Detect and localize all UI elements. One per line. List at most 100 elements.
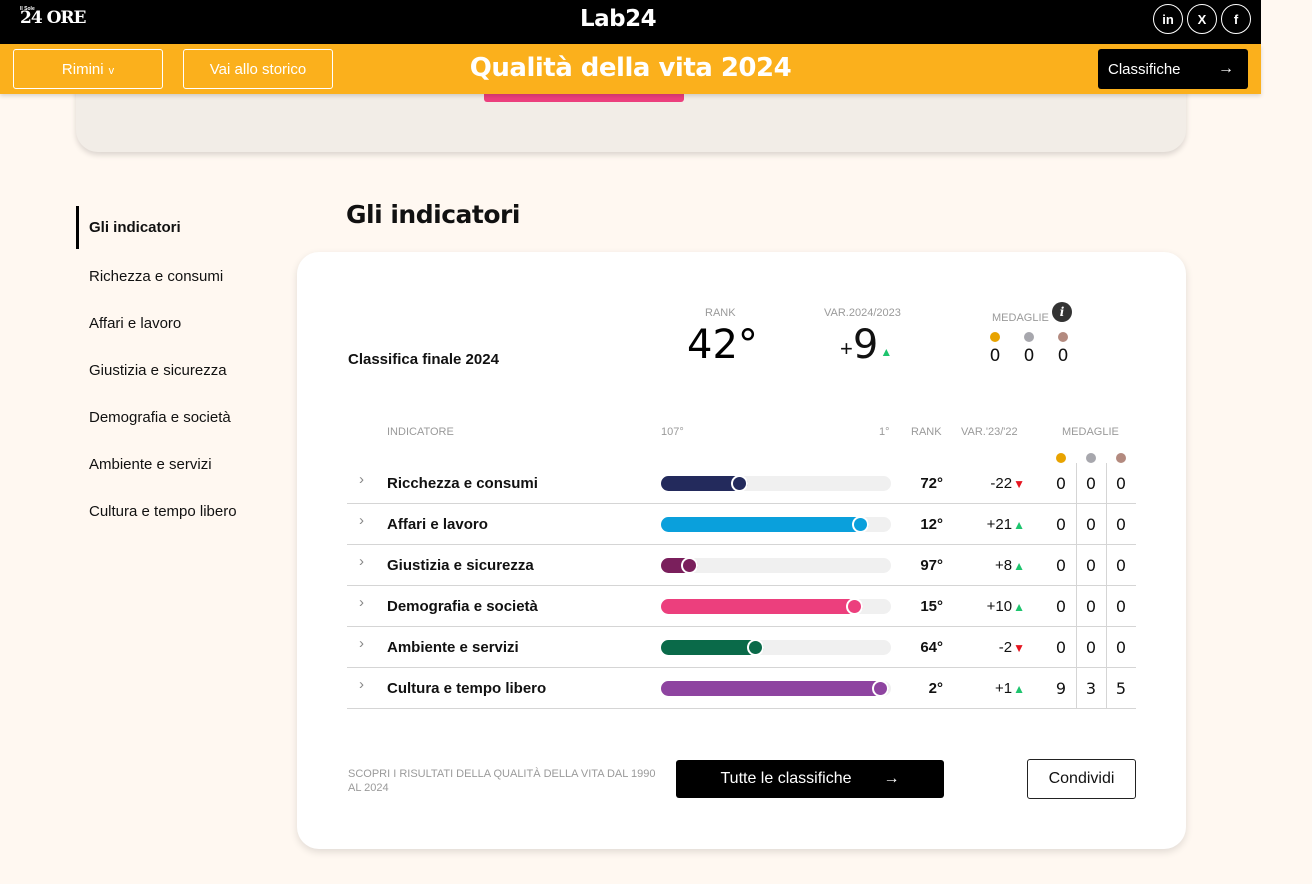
rank-bar xyxy=(661,598,891,615)
bronze-medal-icon xyxy=(1058,332,1068,342)
sidebar-item[interactable]: Demografia e società xyxy=(89,409,231,426)
var-caption: VAR.2024/2023 xyxy=(824,307,901,319)
rankings-button[interactable]: Classifiche → xyxy=(1098,49,1248,89)
chevron-right-icon[interactable]: › xyxy=(359,676,364,693)
rank-bar-knob xyxy=(871,680,889,697)
gold-medal-count: 0 xyxy=(1055,474,1067,493)
column-divider xyxy=(1076,586,1077,627)
sidebar-item[interactable]: Gli indicatori xyxy=(76,206,296,249)
rank-bar-knob xyxy=(851,516,869,533)
lab24-logo[interactable]: Lab24 xyxy=(580,6,657,32)
facebook-icon[interactable]: f xyxy=(1221,4,1251,34)
chevron-right-icon[interactable]: › xyxy=(359,512,364,529)
logo-small-text: Il Sole xyxy=(20,6,35,12)
indicator-variation-value: +21 xyxy=(986,516,1013,533)
chevron-right-icon[interactable]: › xyxy=(359,471,364,488)
section-title: Gli indicatori xyxy=(346,200,520,229)
indicator-variation-value: +8 xyxy=(995,557,1013,574)
scale-left-label: 107° xyxy=(661,426,684,438)
silver-medal-count: 0 xyxy=(1085,474,1097,493)
col-indicator: INDICATORE xyxy=(387,426,454,438)
bronze-medal-count: 0 xyxy=(1115,597,1127,616)
final-ranking-label: Classifica finale 2024 xyxy=(348,351,499,368)
indicator-rank: 97° xyxy=(920,557,943,574)
all-rankings-button-label: Tutte le classifiche xyxy=(720,770,852,787)
rank-bar xyxy=(661,557,891,574)
rank-bar-fill xyxy=(661,517,869,532)
table-row[interactable]: › Giustizia e sicurezza 97° +8▲ 0 0 0 xyxy=(347,545,1136,586)
rank-bar-knob xyxy=(681,557,699,574)
chevron-down-icon: v xyxy=(108,64,115,77)
column-divider xyxy=(1076,504,1077,545)
chevron-right-icon[interactable]: › xyxy=(359,635,364,652)
column-divider xyxy=(1106,627,1107,668)
gold-medal-count: 0 xyxy=(1055,638,1067,657)
province-select[interactable]: Rimini v xyxy=(13,49,163,89)
rank-bar-knob xyxy=(747,639,765,656)
col-rank: RANK xyxy=(911,426,942,438)
indicator-variation-value: +10 xyxy=(986,598,1013,615)
indicator-variation: +21▲ xyxy=(957,516,1025,533)
silver-medal-count: 0 xyxy=(1023,346,1035,366)
sidebar-item[interactable]: Richezza e consumi xyxy=(89,268,224,285)
indicator-variation: +1▲ xyxy=(957,680,1025,697)
indicator-variation: -2▼ xyxy=(957,639,1025,656)
indicator-rank: 72° xyxy=(920,475,943,492)
share-button[interactable]: Condividi xyxy=(1027,759,1136,799)
column-divider xyxy=(1076,668,1077,709)
silver-medal-icon xyxy=(1024,332,1034,342)
info-icon[interactable]: i xyxy=(1052,302,1072,322)
indicator-name: Affari e lavoro xyxy=(387,516,488,533)
table-row[interactable]: › Ricchezza e consumi 72° -22▼ 0 0 0 xyxy=(347,463,1136,504)
gold-medal-count: 0 xyxy=(1055,556,1067,575)
gold-medal-count: 0 xyxy=(989,346,1001,366)
indicator-rank: 15° xyxy=(920,598,943,615)
silver-medal-count: 3 xyxy=(1085,679,1097,698)
table-row[interactable]: › Affari e lavoro 12° +21▲ 0 0 0 xyxy=(347,504,1136,545)
scale-right-label: 1° xyxy=(879,426,890,438)
all-rankings-button[interactable]: Tutte le classifiche → xyxy=(676,760,944,798)
indicator-rank: 64° xyxy=(920,639,943,656)
x-icon[interactable]: X xyxy=(1187,4,1217,34)
arrow-right-icon: → xyxy=(883,770,900,787)
indicator-name: Ambiente e servizi xyxy=(387,639,519,656)
indicator-name: Giustizia e sicurezza xyxy=(387,557,534,574)
column-divider xyxy=(1106,668,1107,709)
gold-medal-icon xyxy=(1056,453,1066,463)
sticky-nav-bar: Rimini v Vai allo storico Qualità della … xyxy=(0,44,1261,94)
sidebar-item[interactable]: Cultura e tempo libero xyxy=(89,503,237,520)
chevron-right-icon[interactable]: › xyxy=(359,553,364,570)
col-medals: MEDAGLIE xyxy=(1062,426,1119,438)
logo-main-text: 24 ORE xyxy=(20,8,86,28)
table-row[interactable]: › Cultura e tempo libero 2° +1▲ 9 3 5 xyxy=(347,668,1136,709)
bronze-medal-count: 0 xyxy=(1057,346,1069,366)
chevron-right-icon[interactable]: › xyxy=(359,594,364,611)
indicator-variation: +8▲ xyxy=(957,557,1025,574)
indicator-variation: +10▲ xyxy=(957,598,1025,615)
linkedin-icon[interactable]: in xyxy=(1153,4,1183,34)
indicator-table: › Ricchezza e consumi 72° -22▼ 0 0 0 › Affari e … xyxy=(347,463,1136,709)
history-button[interactable]: Vai allo storico xyxy=(183,49,333,89)
table-row[interactable]: › Ambiente e servizi 64° -2▼ 0 0 0 xyxy=(347,627,1136,668)
pink-button-edge[interactable] xyxy=(484,94,684,102)
bronze-medal-icon xyxy=(1116,453,1126,463)
sole24ore-logo[interactable]: Il Sole 24 ORE xyxy=(20,6,86,28)
sidebar-item[interactable]: Ambiente e servizi xyxy=(89,456,212,473)
sidebar-item[interactable]: Affari e lavoro xyxy=(89,315,182,332)
indicator-name: Ricchezza e consumi xyxy=(387,475,538,492)
column-divider xyxy=(1076,545,1077,586)
column-divider xyxy=(1106,504,1107,545)
column-divider xyxy=(1076,627,1077,668)
rank-bar-knob xyxy=(845,598,863,615)
rank-bar xyxy=(661,680,891,697)
page-title: Qualità della vita 2024 xyxy=(469,53,792,83)
history-note: SCOPRI I RISULTATI DELLA QUALITÀ DELLA V… xyxy=(348,768,656,795)
rank-bar xyxy=(661,475,891,492)
table-row[interactable]: › Demografia e società 15° +10▲ 0 0 0 xyxy=(347,586,1136,627)
arrow-right-icon: → xyxy=(1218,60,1234,77)
medals-caption: MEDAGLIE xyxy=(992,312,1049,324)
col-var: VAR.'23/'22 xyxy=(961,426,1018,438)
rank-bar xyxy=(661,516,891,533)
sidebar-item[interactable]: Giustizia e sicurezza xyxy=(89,362,227,379)
rank-bar-fill xyxy=(661,599,863,614)
